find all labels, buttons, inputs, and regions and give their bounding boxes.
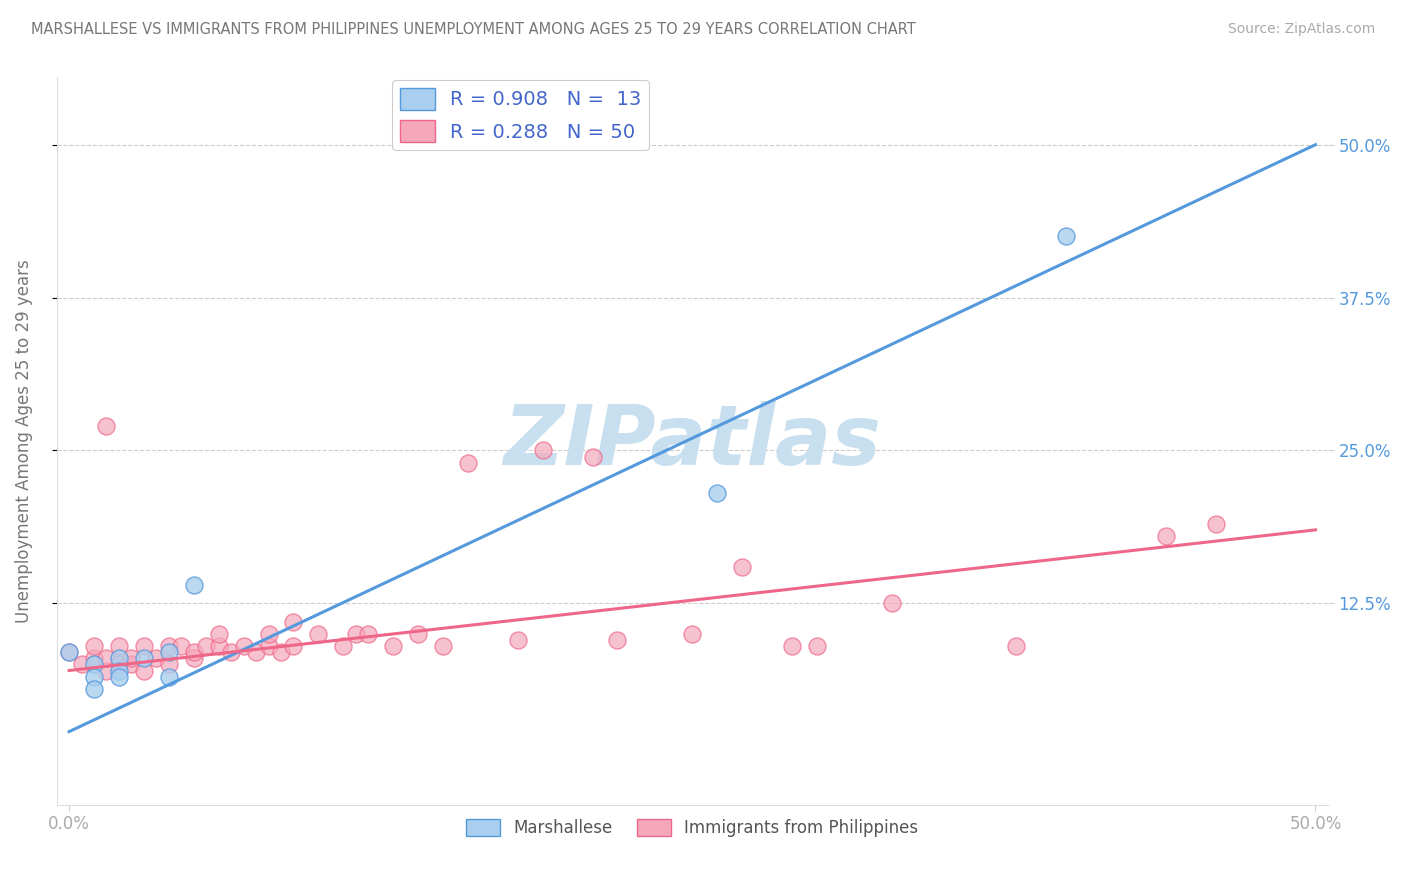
Point: [332, 639, 354, 653]
Point: [1054, 229, 1077, 244]
Point: [406, 627, 429, 641]
Point: [108, 639, 131, 653]
Point: [382, 639, 405, 653]
Point: [245, 645, 267, 659]
Point: [83, 657, 105, 672]
Point: [96, 651, 118, 665]
Point: [780, 639, 803, 653]
Point: [183, 651, 205, 665]
Legend: Marshallese, Immigrants from Philippines: Marshallese, Immigrants from Philippines: [460, 813, 925, 844]
Point: [806, 639, 828, 653]
Y-axis label: Unemployment Among Ages 25 to 29 years: Unemployment Among Ages 25 to 29 years: [15, 260, 32, 624]
Point: [132, 651, 155, 665]
Point: [58, 645, 80, 659]
Point: [606, 632, 628, 647]
Text: ZIPatlas: ZIPatlas: [503, 401, 882, 482]
Point: [96, 419, 118, 434]
Point: [157, 657, 180, 672]
Point: [157, 670, 180, 684]
Point: [108, 657, 131, 672]
Point: [706, 486, 728, 500]
Point: [96, 664, 118, 678]
Point: [108, 664, 131, 678]
Point: [170, 639, 193, 653]
Point: [270, 645, 292, 659]
Point: [344, 627, 367, 641]
Point: [731, 559, 754, 574]
Point: [83, 651, 105, 665]
Point: [132, 639, 155, 653]
Point: [157, 645, 180, 659]
Point: [1154, 529, 1177, 543]
Point: [183, 578, 205, 592]
Point: [432, 639, 454, 653]
Point: [880, 596, 903, 610]
Point: [457, 456, 479, 470]
Point: [208, 627, 231, 641]
Point: [120, 651, 142, 665]
Point: [108, 670, 131, 684]
Point: [681, 627, 703, 641]
Text: MARSHALLESE VS IMMIGRANTS FROM PHILIPPINES UNEMPLOYMENT AMONG AGES 25 TO 29 YEAR: MARSHALLESE VS IMMIGRANTS FROM PHILIPPIN…: [31, 22, 915, 37]
Point: [219, 645, 242, 659]
Point: [183, 645, 205, 659]
Point: [283, 639, 305, 653]
Point: [531, 443, 554, 458]
Point: [120, 657, 142, 672]
Point: [108, 651, 131, 665]
Point: [581, 450, 603, 464]
Point: [1205, 516, 1227, 531]
Point: [83, 639, 105, 653]
Point: [506, 632, 529, 647]
Point: [83, 670, 105, 684]
Point: [283, 615, 305, 629]
Point: [83, 681, 105, 696]
Point: [195, 639, 218, 653]
Point: [145, 651, 167, 665]
Point: [58, 645, 80, 659]
Point: [357, 627, 380, 641]
Point: [132, 664, 155, 678]
Point: [70, 657, 93, 672]
Point: [232, 639, 254, 653]
Point: [208, 639, 231, 653]
Point: [257, 639, 280, 653]
Text: Source: ZipAtlas.com: Source: ZipAtlas.com: [1227, 22, 1375, 37]
Point: [157, 639, 180, 653]
Point: [307, 627, 329, 641]
Point: [257, 627, 280, 641]
Point: [1005, 639, 1028, 653]
